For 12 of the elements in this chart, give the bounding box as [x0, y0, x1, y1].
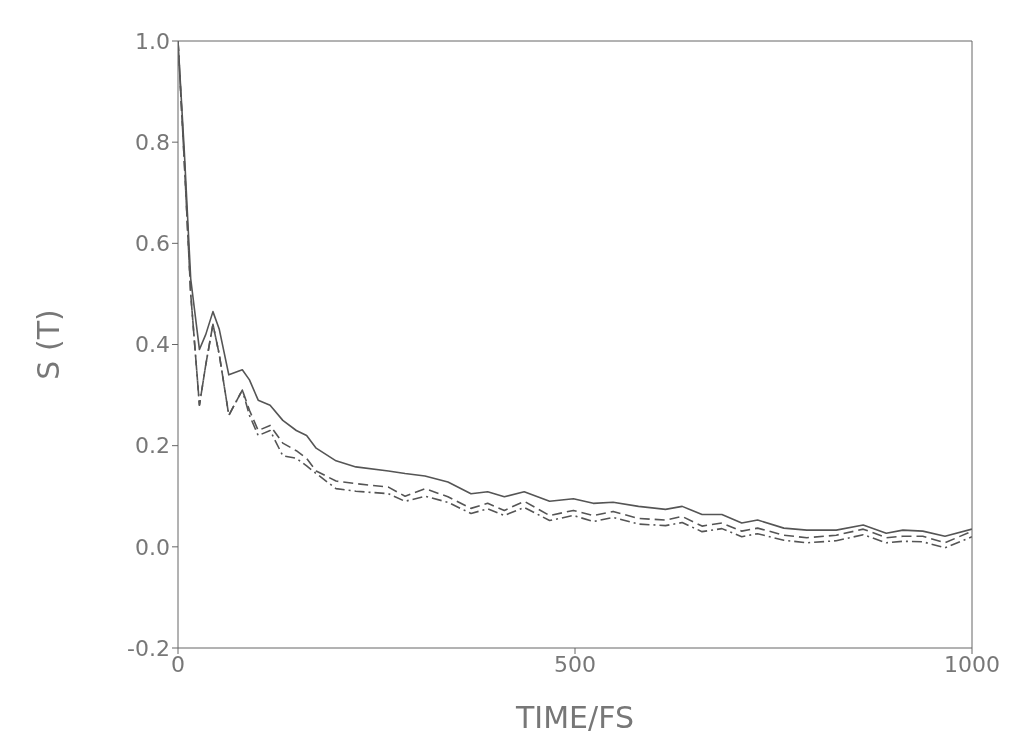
y-tick-label: 0.4	[135, 332, 170, 358]
y-tick-label: -0.2	[127, 635, 170, 661]
y-tick-label: 0.0	[135, 534, 170, 560]
x-tick-label: 0	[171, 651, 185, 677]
y-tick-label: 0.8	[135, 129, 170, 155]
y-axis-title: S (T)	[30, 309, 66, 380]
y-tick-label: 1.0	[135, 28, 170, 54]
x-tick-label: 500	[554, 651, 596, 677]
y-tick-label: 0.2	[135, 433, 170, 459]
x-tick-label: 1000	[944, 651, 1000, 677]
y-tick-label: 0.6	[135, 231, 170, 257]
x-axis-title: TIME/FS	[515, 700, 634, 735]
